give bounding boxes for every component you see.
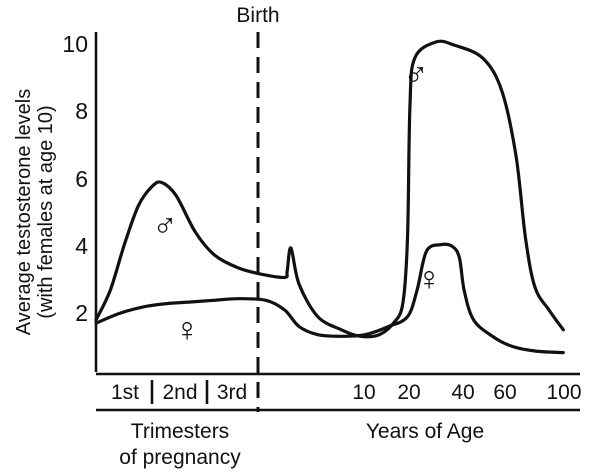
series-symbol-male-adult: ♂ (403, 56, 429, 94)
series-symbol-male-prenatal: ♂ (152, 207, 178, 245)
x-tick-labels-trimesters: 1st 2nd 3rd (111, 381, 247, 404)
x-group-label-years: Years of Age (366, 420, 484, 443)
y-tick-label: 2 (75, 300, 88, 326)
birth-label: Birth (236, 4, 279, 27)
x-tick-label: 20 (397, 381, 420, 404)
y-axis-title: Average testosterone levels (with female… (13, 89, 57, 335)
x-tick-label: 60 (493, 381, 516, 404)
series-line-female (94, 242, 565, 355)
x-group-label-trimesters-line2: of pregnancy (119, 446, 241, 469)
y-axis-title-line2: (with females at age 10) (35, 105, 57, 318)
x-tick-labels-years: 10 20 40 60 100 (352, 381, 581, 404)
series-symbol-female-adult: ♀ (416, 260, 442, 298)
x-tick-label: 10 (352, 381, 375, 404)
y-tick-label: 10 (62, 31, 88, 57)
x-tick-label: 3rd (217, 381, 247, 404)
x-tick-label: 100 (546, 381, 581, 404)
x-tick-label: 40 (451, 381, 474, 404)
y-tick-label: 4 (75, 233, 88, 259)
series-symbol-female-prenatal: ♀ (174, 311, 200, 349)
y-tick-label: 6 (75, 166, 88, 192)
series-line-male (94, 39, 565, 339)
y-tick-labels: 2 4 6 8 10 (62, 31, 88, 326)
x-group-label-trimesters: Trimesters (131, 420, 229, 443)
x-tick-label: 1st (111, 381, 139, 404)
y-axis-title-line1: Average testosterone levels (13, 89, 35, 335)
y-tick-label: 8 (75, 98, 88, 124)
x-tick-label: 2nd (162, 381, 197, 404)
